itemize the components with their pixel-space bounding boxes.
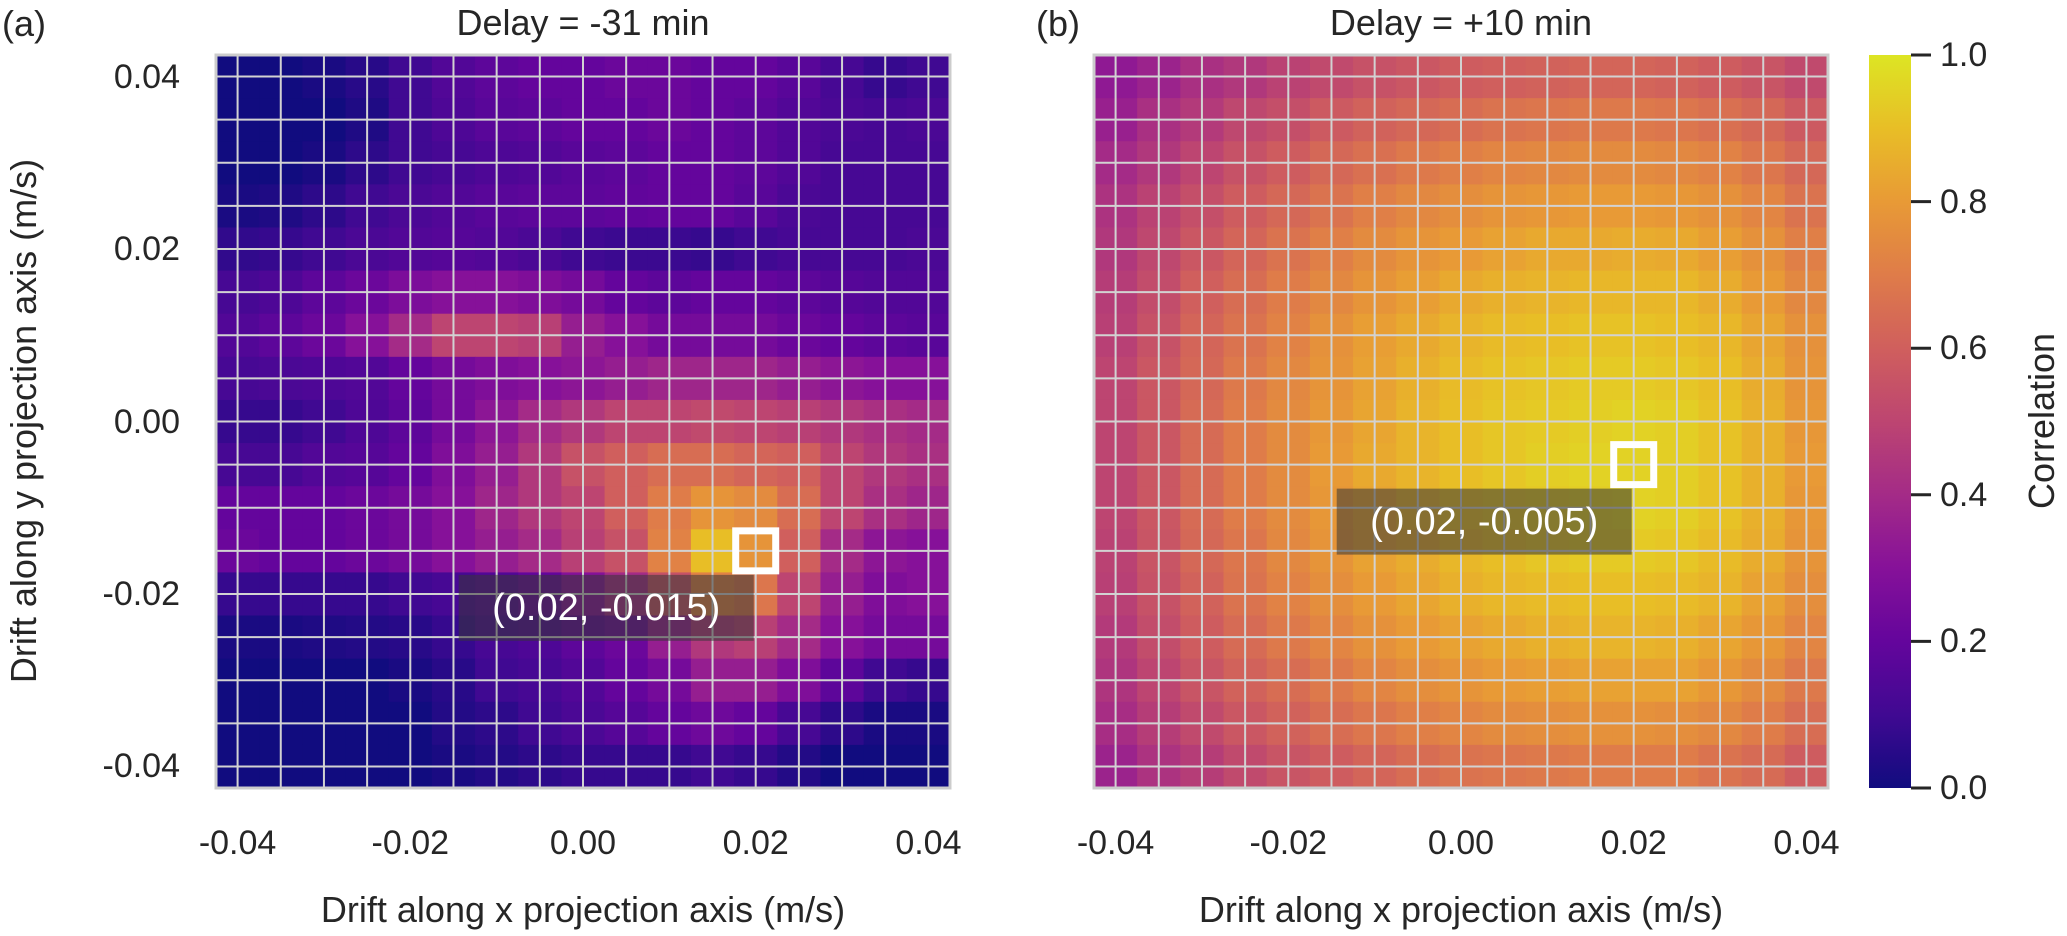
y-tick-label: 0.02: [113, 230, 180, 269]
y-tick-label: 0.04: [113, 57, 180, 96]
colorbar-tick-label: 0.0: [1940, 769, 1988, 807]
y-axis-label-a: Drift along y projection axis (m/s): [3, 158, 44, 684]
peak-marker: [732, 527, 780, 575]
x-tick-label: 0.00: [1427, 824, 1495, 862]
colorbar-tick-label: 1.0: [1940, 36, 1988, 74]
x-axis-label-a: Drift along x projection axis (m/s): [320, 889, 846, 930]
y-tick-label: -0.02: [102, 574, 181, 613]
x-tick-label: -0.02: [371, 824, 450, 862]
y-tick-label: -0.04: [102, 747, 181, 786]
peak-annotation-label: (0.02, -0.005): [1370, 500, 1599, 543]
colorbar-tick-label: 0.6: [1940, 329, 1988, 368]
colorbar-tick-label: 0.4: [1940, 475, 1988, 514]
x-tick-label: -0.04: [1076, 824, 1155, 862]
peak-annotation-box: [1336, 488, 1632, 555]
x-tick-label: 0.02: [722, 824, 789, 862]
y-tick-label: 0.00: [113, 402, 180, 441]
plot-frame: [1092, 53, 1830, 790]
x-tick-label: 0.02: [1600, 824, 1667, 862]
peak-annotation-label: (0.02, -0.015): [492, 586, 721, 629]
x-tick-label: 0.00: [549, 824, 617, 862]
colorbar-tick-label: 0.2: [1940, 622, 1988, 661]
title-a: Delay = -31 min: [456, 2, 710, 43]
heatmap-panel-a: [214, 53, 952, 790]
x-axis-label-b: Drift along x projection axis (m/s): [1198, 889, 1724, 930]
x-tick-label: 0.04: [895, 824, 962, 862]
colorbar: [1869, 55, 1911, 788]
x-tick-label: -0.02: [1249, 824, 1328, 862]
colorbar-tick-label: 0.8: [1940, 182, 1988, 221]
panel-label-b: (b): [1036, 3, 1080, 44]
panel-label-a: (a): [2, 3, 46, 44]
colorbar-label: Correlation: [2021, 332, 2062, 510]
peak-marker: [1610, 441, 1658, 489]
peak-annotation-box: [458, 574, 754, 641]
x-tick-label: 0.04: [1773, 824, 1840, 862]
heatmap-panel-b: [1092, 53, 1830, 790]
x-tick-label: -0.04: [198, 824, 277, 862]
title-b: Delay = +10 min: [1329, 2, 1593, 43]
plot-frame: [214, 53, 952, 790]
